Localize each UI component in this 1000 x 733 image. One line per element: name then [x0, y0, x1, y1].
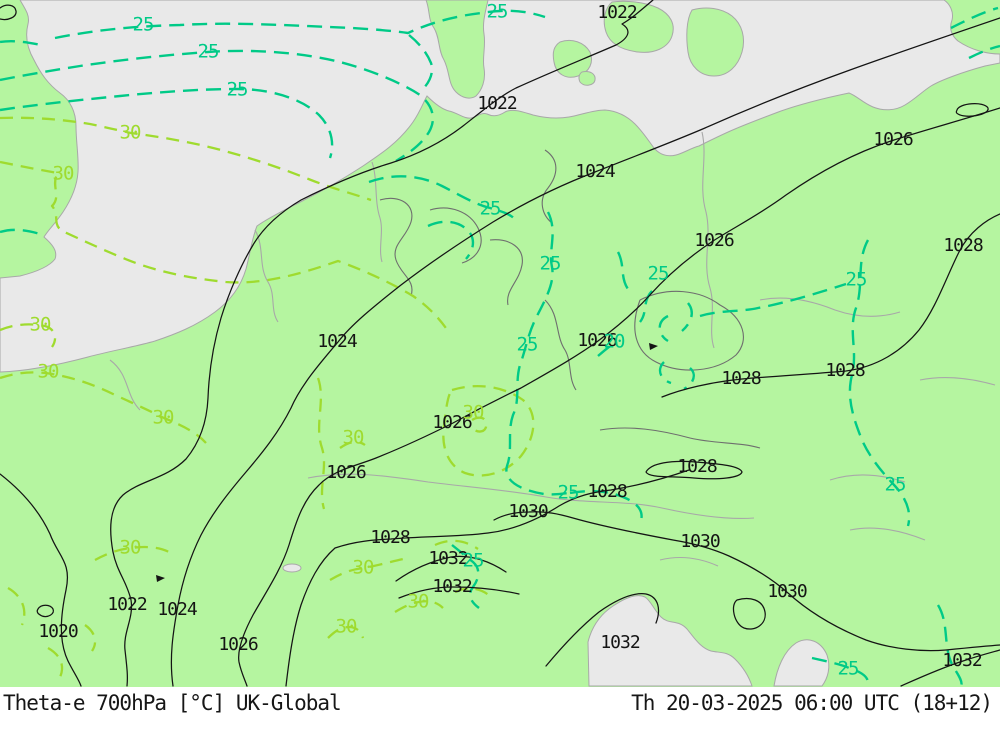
adriatic-sea — [587, 595, 753, 687]
zealand-island — [603, 0, 674, 53]
border-line — [759, 297, 901, 317]
isobar-1032 — [398, 586, 520, 599]
theta25-contour — [683, 367, 695, 391]
isobar-1024 — [170, 17, 1000, 687]
ruegen-island — [686, 7, 745, 77]
theta25-contour — [0, 87, 334, 159]
theta25-contour — [968, 44, 1000, 60]
theta30-contour — [329, 556, 410, 581]
theta30-contour — [94, 545, 170, 562]
theta30-contour — [316, 377, 326, 510]
theta30-contour — [470, 416, 488, 433]
isobar-closed-small — [955, 103, 989, 117]
isobar-1026 — [238, 107, 1000, 687]
isobar-1032 — [395, 555, 507, 582]
isobar-1032 — [545, 593, 660, 667]
theta30-lines — [0, 116, 535, 682]
theta30-contour — [0, 116, 372, 202]
theta25-contour — [597, 340, 618, 357]
isobar-1030-closed — [732, 597, 766, 630]
border-line — [919, 376, 996, 386]
theta30-contour — [47, 647, 64, 682]
border-line — [634, 290, 744, 371]
lake — [282, 563, 302, 573]
border-line — [599, 427, 761, 449]
caption-datetime: Th 20-03-2025 06:00 UTC (18+12) — [631, 691, 993, 715]
sea-layer — [0, 0, 1000, 687]
border-line — [307, 473, 755, 520]
theta30-contour — [84, 624, 97, 652]
theta30-contour — [0, 160, 451, 335]
theta30-contour — [327, 625, 365, 639]
theta25-contour — [936, 604, 963, 687]
theta25-contour — [639, 290, 653, 323]
theta25-contour — [811, 656, 869, 687]
theta30-contour — [394, 600, 444, 613]
border-line — [829, 474, 906, 483]
isobar-1020 — [0, 473, 82, 687]
border-line — [254, 229, 279, 323]
theta25-contour — [658, 361, 672, 385]
border-line — [701, 131, 715, 349]
theta25-contour — [0, 228, 44, 237]
theta25-contour — [681, 302, 693, 332]
isobar-1028 — [661, 213, 1000, 398]
theta25-contour — [427, 220, 475, 260]
border-line — [429, 207, 482, 264]
island-layer — [425, 0, 745, 99]
border-line — [659, 557, 719, 567]
weather-map: 1022 1022 1024 1026 1028 1026 1024 1026 1028 1028… — [0, 0, 1000, 687]
theta30-contour — [7, 587, 26, 626]
north-sea-baltic — [0, 0, 1000, 373]
isobar-1032 — [900, 649, 1000, 687]
isobar-1030 — [493, 511, 1000, 652]
small-island — [578, 71, 596, 86]
theta25-contour — [699, 282, 847, 318]
border-line — [544, 299, 577, 391]
border-line — [849, 527, 926, 541]
adriatic-sea-east — [773, 639, 830, 687]
isobar-lines — [0, 0, 1000, 687]
theta25-contour — [408, 34, 434, 91]
isobar-1028 — [285, 469, 690, 687]
isobar-1028-closed — [645, 460, 743, 480]
isobar-tick — [649, 343, 658, 350]
theta25-lines — [0, 6, 1000, 687]
border-line — [489, 239, 523, 306]
caption-bar: Theta-e 700hPa [°C] UK-Global Th 20-03-2… — [0, 687, 1000, 733]
theta30-contour — [434, 539, 479, 550]
isobar-tick — [156, 575, 165, 582]
isobar-closed-small — [0, 4, 17, 21]
caption-parameter: Theta-e 700hPa [°C] UK-Global — [3, 691, 342, 715]
theta30-contour — [454, 587, 491, 597]
theta30-contour — [442, 384, 535, 477]
theta25-contour — [616, 251, 630, 290]
theta25-contour — [950, 6, 999, 30]
border-layer — [109, 131, 996, 567]
jutland-peninsula — [425, 0, 489, 99]
map-canvas — [0, 0, 1000, 687]
theta30-contour — [0, 323, 57, 348]
theta25-contour — [569, 489, 643, 524]
border-line — [541, 149, 557, 224]
border-line — [371, 161, 383, 263]
isobar-1022 — [110, 0, 654, 687]
theta30-contour — [339, 440, 366, 449]
theta25-contour — [0, 49, 435, 163]
theta25-contour — [54, 9, 546, 40]
border-line — [379, 197, 413, 297]
theta25-contour — [0, 40, 42, 47]
theta25-contour — [658, 314, 669, 343]
theta25-contour — [848, 239, 911, 527]
border-line — [109, 359, 141, 411]
isobar-closed-small — [36, 604, 54, 618]
